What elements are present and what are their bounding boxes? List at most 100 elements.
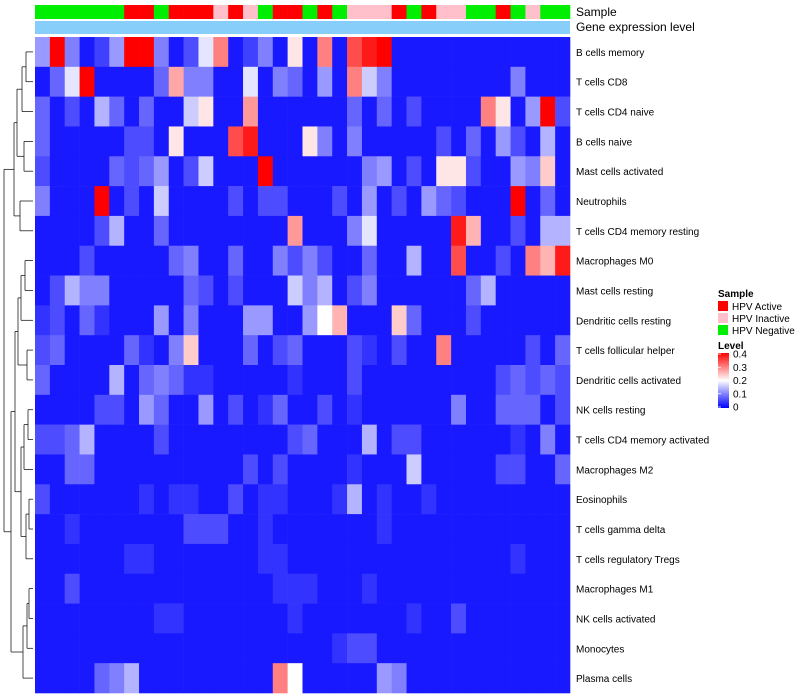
heatmap-cell — [436, 543, 452, 575]
heatmap-cell — [347, 335, 363, 366]
heatmap-cell — [198, 663, 214, 694]
heatmap-cell — [168, 603, 184, 634]
heatmap-cell — [451, 126, 467, 157]
level-tick-label: 0.4 — [733, 350, 747, 361]
row-label: Dendritic cells activated — [576, 376, 681, 387]
heatmap-cell — [64, 37, 80, 68]
heatmap-cell — [64, 603, 80, 634]
heatmap-cell — [49, 543, 66, 575]
sample-annotation-cell — [525, 5, 541, 19]
heatmap-cell — [495, 573, 511, 604]
heatmap-cell — [361, 335, 378, 366]
heatmap-cell — [124, 365, 140, 396]
heatmap-cell — [287, 365, 303, 396]
sample-annotation-cell — [64, 5, 80, 19]
heatmap-cell — [109, 245, 125, 276]
legend-entry-label: HPV Negative — [732, 326, 795, 337]
heatmap-cell — [213, 245, 229, 276]
heatmap-cell — [168, 245, 184, 276]
legend-swatch — [718, 313, 728, 323]
heatmap-cell — [451, 424, 467, 455]
heatmap-cell — [109, 484, 125, 515]
heatmap-cell — [317, 305, 333, 336]
heatmap-cell — [287, 633, 303, 664]
heatmap-cell — [317, 245, 333, 276]
heatmap-cell — [525, 66, 541, 97]
heatmap-cell — [153, 394, 170, 425]
heatmap-cell — [257, 96, 274, 127]
heatmap-cell — [480, 454, 496, 485]
heatmap-cell — [243, 215, 259, 247]
heatmap-cell — [153, 245, 170, 276]
heatmap-cell — [183, 156, 199, 187]
heatmap-cell — [406, 66, 422, 97]
heatmap-cell — [228, 275, 244, 306]
heatmap-cell — [406, 335, 422, 366]
heatmap-cell — [272, 424, 288, 455]
heatmap-cell — [555, 633, 571, 664]
heatmap-cell — [139, 365, 155, 396]
heatmap-cell — [302, 245, 318, 276]
heatmap-cell — [228, 96, 244, 127]
heatmap-cell — [510, 335, 526, 366]
heatmap-cell — [480, 335, 496, 366]
heatmap-cell — [124, 514, 140, 545]
heatmap-cell — [49, 126, 66, 157]
heatmap-cell — [421, 633, 437, 664]
heatmap-cell — [332, 394, 348, 425]
heatmap-cell — [555, 215, 571, 247]
heatmap-cell — [35, 245, 51, 276]
heatmap-cell — [376, 215, 392, 247]
heatmap-cell — [376, 424, 392, 455]
heatmap-cell — [376, 484, 392, 515]
heatmap-cell — [391, 633, 407, 664]
heatmap-cell — [495, 514, 511, 545]
heatmap-cell — [124, 573, 140, 604]
heatmap-cell — [361, 484, 378, 515]
heatmap-cell — [555, 603, 571, 634]
heatmap-cell — [480, 66, 496, 97]
heatmap-cell — [243, 335, 259, 366]
heatmap-cell — [124, 66, 140, 97]
heatmap-cell — [64, 186, 80, 217]
heatmap-cell — [213, 365, 229, 396]
heatmap-cell — [272, 663, 288, 694]
heatmap-cell — [257, 156, 274, 187]
heatmap-cell — [35, 186, 51, 217]
heatmap-cell — [139, 543, 155, 575]
heatmap-cell — [451, 514, 467, 545]
heatmap-cell — [332, 514, 348, 545]
heatmap-cell — [317, 335, 333, 366]
heatmap-cell — [124, 37, 140, 68]
heatmap-cell — [272, 603, 288, 634]
sample-annotation-cell — [109, 5, 125, 19]
heatmap-cell — [332, 573, 348, 604]
heatmap-cell — [555, 365, 571, 396]
heatmap-cell — [287, 126, 303, 157]
sample-annotation-cell — [94, 5, 110, 19]
heatmap-cell — [183, 365, 199, 396]
heatmap-cell — [540, 454, 556, 485]
heatmap-cell — [540, 424, 556, 455]
heatmap-cell — [376, 663, 392, 694]
heatmap-cell — [451, 156, 467, 187]
heatmap-cell — [35, 663, 51, 694]
heatmap-cell — [510, 663, 526, 694]
heatmap-cell — [64, 424, 80, 455]
heatmap-cell — [213, 126, 229, 157]
heatmap-cell — [510, 156, 526, 187]
heatmap-cell — [272, 543, 288, 575]
sample-annotation-cell — [510, 5, 526, 19]
heatmap-cell — [79, 275, 95, 306]
sample-annotation-cell — [391, 5, 407, 19]
sample-annotation-cell — [35, 5, 51, 19]
heatmap-cell — [465, 424, 482, 455]
heatmap-cell — [510, 37, 526, 68]
heatmap-cell — [421, 663, 437, 694]
heatmap-cell — [525, 126, 541, 157]
heatmap-cell — [49, 424, 66, 455]
heatmap-cell — [332, 365, 348, 396]
heatmap-cell — [94, 603, 110, 634]
heatmap-cell — [436, 633, 452, 664]
